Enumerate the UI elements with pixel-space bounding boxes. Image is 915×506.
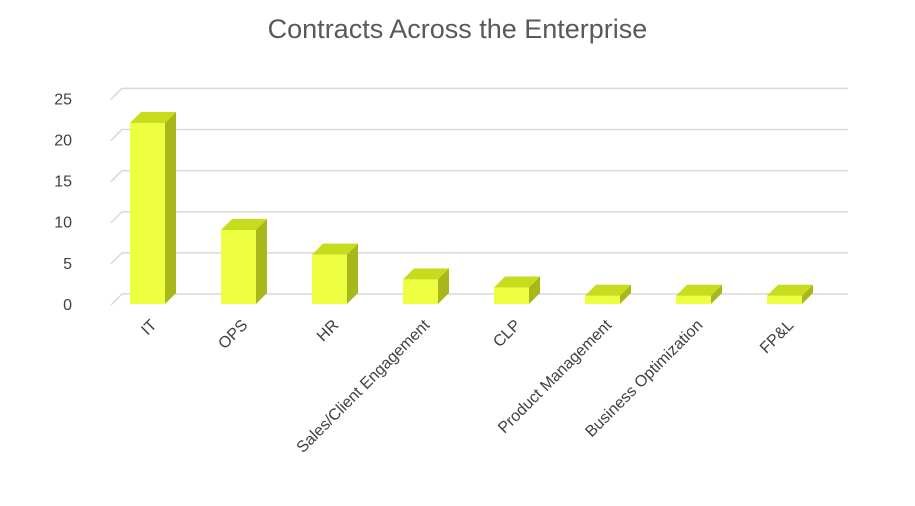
x-tick-label: CLP [490,317,524,351]
gridline-depth [110,293,123,306]
y-tick-label: 15 [54,174,72,191]
bar-side [438,268,449,304]
bar-front [130,123,165,304]
gridline-depth [110,211,123,224]
bar-top [767,284,813,296]
bar-top [221,218,267,230]
bar-top [312,243,358,255]
x-tick-label: Sales/Client Engagement [294,316,434,456]
bar-top [130,112,176,123]
bar-side [165,112,176,304]
bar-top [676,284,722,296]
bar-front [767,295,802,304]
chart-title: Contracts Across the Enterprise [267,14,648,44]
bar-front [312,254,347,304]
gridline-depth [110,128,123,141]
bar-top [585,284,631,296]
y-tick-label: 0 [63,297,72,314]
bar-side [711,284,722,304]
bar-front [676,295,711,304]
bar-front [403,279,438,304]
y-tick-label: 25 [54,91,72,108]
bar-side [802,284,813,304]
gridline-depth [110,252,123,265]
bar-side [529,276,540,304]
bar-front [221,229,256,304]
y-tick-label: 5 [63,256,72,273]
y-tick-label: 20 [54,132,72,149]
bar-front [494,287,529,304]
bar-side [347,243,358,304]
x-tick-label: HR [314,317,342,345]
bar-front [585,295,620,304]
y-tick-label: 10 [54,215,72,232]
x-tick-label: FP&L [757,317,797,357]
bar-top [403,268,449,280]
gridline-depth [110,170,123,183]
gridline-depth [110,87,123,100]
bar-top [494,276,540,288]
x-tick-label: OPS [215,317,251,353]
bar-side [620,284,631,304]
bar-side [256,218,267,304]
x-tick-label: IT [138,317,160,339]
